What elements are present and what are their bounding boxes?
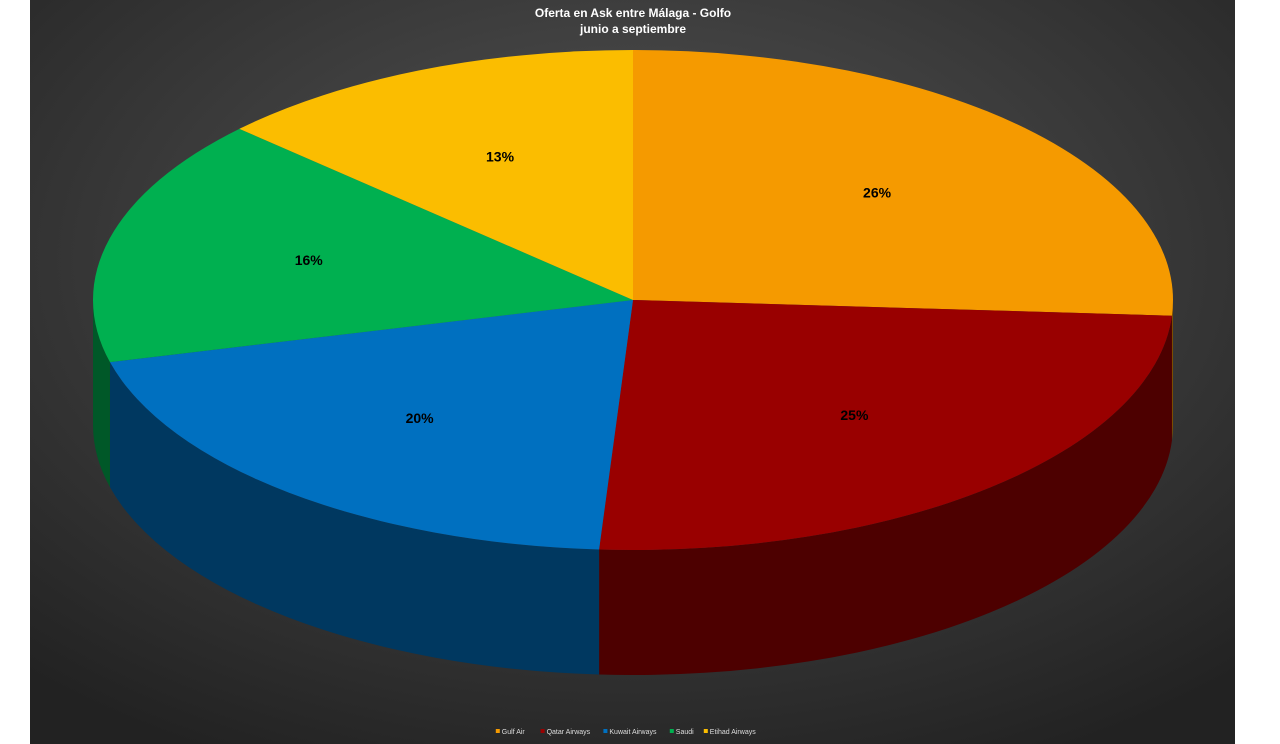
data-label: 16% (295, 252, 324, 268)
slice (109, 300, 634, 550)
slice (239, 50, 633, 300)
legend-swatch (669, 729, 674, 733)
legend-label: Kuwait Airways (609, 729, 657, 736)
slice-side (109, 362, 600, 675)
legend-swatch (603, 729, 608, 733)
legend-label: Qatar Airways (547, 729, 591, 736)
slice-side (599, 315, 1172, 675)
legend-label: Gulf Air (502, 729, 526, 736)
legend-swatch (540, 729, 545, 733)
data-label: 25% (840, 407, 869, 423)
data-label: 13% (486, 148, 515, 164)
legend-label: Saudi (676, 729, 694, 736)
slice-side (1171, 300, 1173, 441)
data-label: 20% (406, 410, 435, 426)
slice (633, 50, 1173, 316)
chart-subtitle: junio a septiembre (579, 22, 686, 36)
data-label: 26% (863, 185, 892, 201)
legend-swatch (703, 729, 708, 733)
legend-swatch (495, 729, 500, 733)
chart-title: Oferta en Ask entre Málaga - Golfo (535, 6, 731, 20)
slice (599, 300, 1172, 550)
slice (92, 128, 634, 363)
legend-label: Etihad Airways (710, 729, 756, 736)
slice-side (93, 300, 110, 488)
